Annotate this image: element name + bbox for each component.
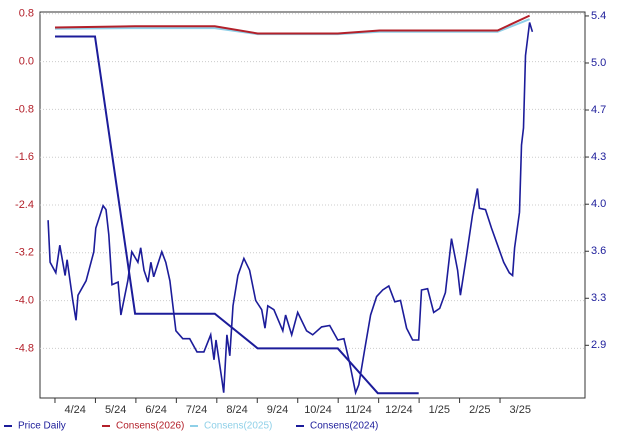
- x-tick-label: 11/24: [345, 404, 372, 416]
- y-tick-label: 0.0: [19, 56, 34, 68]
- x-tick-label: 8/24: [226, 404, 247, 416]
- y2-tick-label: 4.7: [591, 104, 606, 116]
- y2-tick-label: 3.6: [591, 245, 606, 257]
- y-tick-label: 0.8: [19, 8, 34, 20]
- y2-tick-label: 5.4: [591, 10, 606, 22]
- series-line: [47, 22, 534, 396]
- y2-tick-label: 2.9: [591, 339, 606, 351]
- x-tick-label: 12/24: [385, 404, 413, 416]
- x-tick-label: 3/25: [510, 404, 531, 416]
- y-tick-label: -2.4: [15, 199, 34, 211]
- y-tick-label: -3.2: [15, 247, 34, 259]
- x-tick-label: 4/24: [64, 404, 85, 416]
- x-tick-label: 6/24: [145, 404, 166, 416]
- series-line: [55, 35, 419, 395]
- y2-tick-label: 4.3: [591, 151, 606, 163]
- y2-tick-label: 5.0: [591, 57, 606, 69]
- x-tick-label: 2/25: [469, 404, 490, 416]
- y-tick-label: -4.8: [15, 342, 34, 354]
- legend-label: Consens(2026): [116, 421, 184, 432]
- legend-label: Price Daily: [18, 421, 66, 432]
- y-tick-label: -0.8: [15, 103, 34, 115]
- y-tick-label: -1.6: [15, 151, 34, 163]
- series-line: [54, 14, 531, 35]
- x-tick-label: 1/25: [429, 404, 450, 416]
- x-tick-label: 5/24: [105, 404, 126, 416]
- x-tick-label: 9/24: [267, 404, 288, 416]
- x-tick-label: 10/24: [304, 404, 332, 416]
- x-tick-label: 7/24: [186, 404, 207, 416]
- y-tick-label: -4.0: [15, 295, 34, 307]
- legend-label: Consens(2024): [310, 421, 378, 432]
- y2-tick-label: 4.0: [591, 198, 606, 210]
- y2-tick-label: 3.3: [591, 292, 606, 304]
- legend-label: Consens(2025): [204, 421, 272, 432]
